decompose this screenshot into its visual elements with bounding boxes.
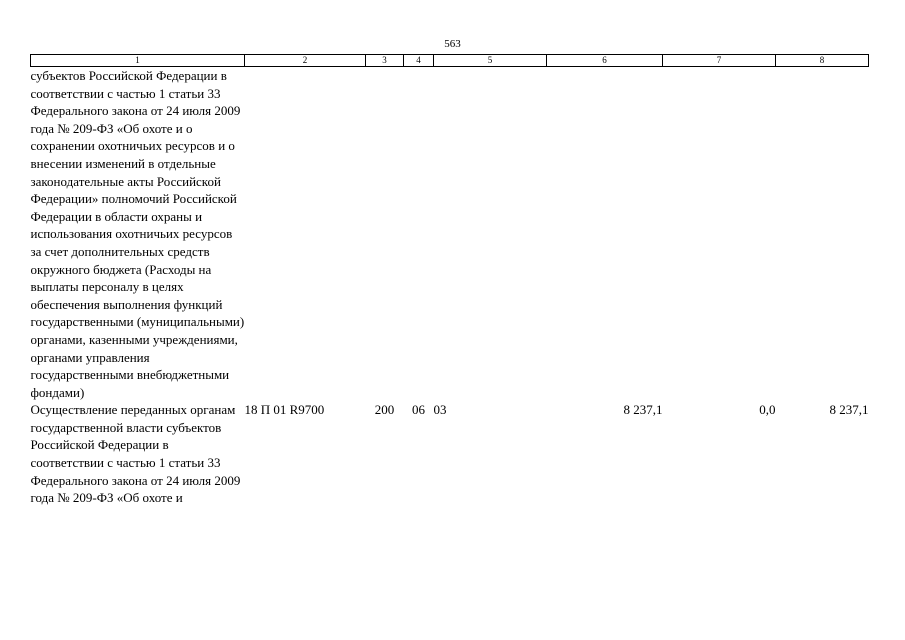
change-cell xyxy=(663,67,776,402)
column-header: 8 xyxy=(775,54,869,67)
column-header: 2 xyxy=(244,54,366,67)
expense-type-cell: 200 xyxy=(374,402,395,418)
expense-type-cell xyxy=(366,67,404,402)
row-name-cell: Осуществление переданных органам государ… xyxy=(30,402,241,506)
budget-table: 1 2 3 4 5 6 7 8 субъектов Российской Фед… xyxy=(30,54,869,507)
section-cell: 06 xyxy=(412,402,425,418)
column-header: 5 xyxy=(433,54,547,67)
total-cell: 8 237,1 xyxy=(829,402,869,418)
column-header: 7 xyxy=(662,54,776,67)
subsection-cell: 03 xyxy=(433,402,447,418)
column-header: 1 xyxy=(30,54,245,67)
target-article-cell: 18 П 01 R9700 xyxy=(244,402,325,418)
change-cell: 0,0 xyxy=(759,402,776,418)
section-cell xyxy=(404,67,434,402)
column-header: 6 xyxy=(546,54,663,67)
page-number: 563 xyxy=(444,38,461,50)
column-header: 3 xyxy=(365,54,404,67)
amount-cell: 8 237,1 xyxy=(623,402,663,418)
subsection-cell xyxy=(434,67,547,402)
amount-cell xyxy=(547,67,663,402)
column-header: 4 xyxy=(403,54,434,67)
header-row: 1 2 3 4 5 6 7 8 xyxy=(30,54,869,67)
total-cell xyxy=(776,67,869,402)
table-row: Осуществление переданных органам государ… xyxy=(31,401,869,507)
target-article-cell xyxy=(245,67,366,402)
table-row: субъектов Российской Федерации в соответ… xyxy=(31,67,869,402)
row-name-cell: субъектов Российской Федерации в соответ… xyxy=(30,68,245,400)
